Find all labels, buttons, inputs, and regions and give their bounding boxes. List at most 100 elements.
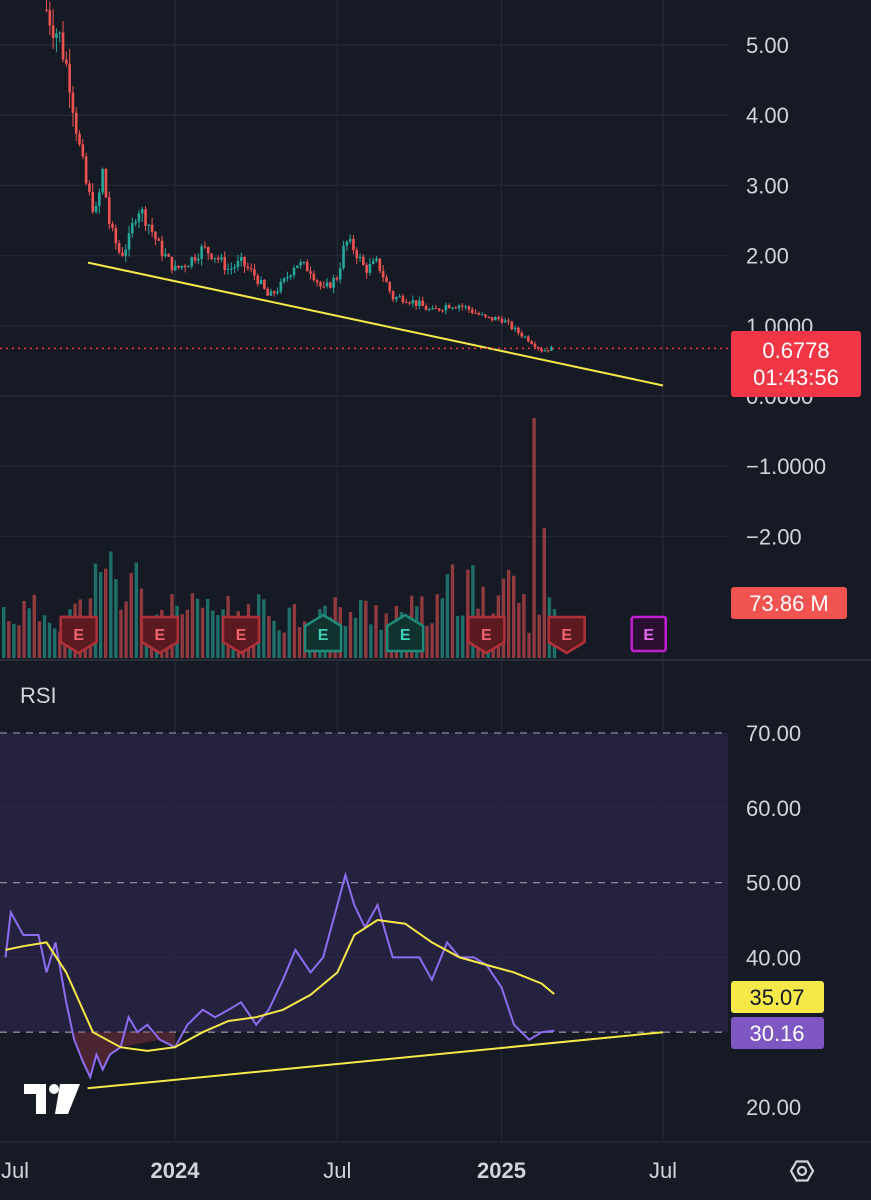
volume-bar xyxy=(58,631,62,658)
earnings-marker[interactable]: E xyxy=(630,615,667,653)
earnings-marker[interactable]: E xyxy=(385,613,425,653)
volume-bar xyxy=(343,626,348,658)
volume-bar xyxy=(216,615,220,658)
candle xyxy=(309,266,312,280)
candle xyxy=(230,262,233,275)
candle xyxy=(180,265,184,271)
rsi-axis[interactable]: 70.00 60.00 50.00 40.00 20.00 xyxy=(746,721,801,1120)
tradingview-logo[interactable] xyxy=(24,1084,80,1114)
candle xyxy=(65,51,68,67)
candle xyxy=(239,252,243,267)
candle xyxy=(206,246,210,260)
candle xyxy=(226,263,230,275)
candle xyxy=(88,180,91,196)
candle xyxy=(256,273,260,287)
candle xyxy=(428,307,431,312)
earnings-marker[interactable]: E xyxy=(140,615,180,655)
candle xyxy=(444,302,448,315)
svg-text:35.07: 35.07 xyxy=(749,985,804,1010)
last-price-badge: 0.6778 01:43:56 xyxy=(731,331,861,397)
candle xyxy=(500,315,504,325)
candle xyxy=(520,330,524,339)
candle xyxy=(325,278,329,289)
time-axis[interactable]: Jul 2024 Jul 2025 Jul xyxy=(1,1158,677,1183)
candle xyxy=(183,263,187,273)
candle xyxy=(345,240,349,252)
candle xyxy=(365,262,368,279)
candle xyxy=(487,316,491,319)
candle xyxy=(305,259,309,272)
volume-bar xyxy=(353,617,358,658)
volume-bar xyxy=(104,568,108,658)
volume-bar xyxy=(22,600,26,658)
candle xyxy=(173,260,177,272)
candle xyxy=(467,305,471,313)
earnings-letter: E xyxy=(154,627,165,644)
candle xyxy=(213,257,217,264)
candle xyxy=(302,261,306,265)
candle xyxy=(480,311,484,316)
price-tick-label: −2.00 xyxy=(746,524,802,549)
candle xyxy=(296,265,299,269)
earnings-letter: E xyxy=(318,627,329,644)
candle xyxy=(484,313,487,319)
volume-bar xyxy=(292,603,297,658)
rsi-tick-label: 70.00 xyxy=(746,721,801,746)
earnings-marker[interactable]: E xyxy=(547,615,586,655)
candle xyxy=(527,335,530,343)
candle xyxy=(74,107,78,142)
candle xyxy=(150,217,154,237)
volume-bar xyxy=(359,599,363,658)
volume-bar xyxy=(537,614,541,658)
time-tick-label: Jul xyxy=(1,1158,29,1183)
rsi-trendline xyxy=(87,1031,664,1090)
candle xyxy=(144,206,147,232)
earnings-letter: E xyxy=(561,627,572,644)
volume-bar xyxy=(17,625,21,658)
candle xyxy=(454,306,458,309)
volume-bar xyxy=(364,600,368,658)
candle xyxy=(292,265,296,279)
earnings-marker[interactable]: E xyxy=(59,615,98,655)
time-tick-label: 2024 xyxy=(151,1158,201,1183)
rsi-title[interactable]: RSI xyxy=(20,683,57,708)
volume-bar xyxy=(466,569,470,658)
candle xyxy=(381,265,385,283)
volume-bar xyxy=(32,594,36,658)
volume-bar xyxy=(267,616,271,658)
candle xyxy=(101,167,104,195)
volume-badge: 73.86 M xyxy=(731,587,847,619)
volume-bar xyxy=(506,569,511,658)
volume-bar xyxy=(277,630,281,658)
candle xyxy=(536,346,540,351)
candle xyxy=(421,296,425,307)
candle xyxy=(134,218,137,227)
volume-bar xyxy=(185,609,189,658)
candle xyxy=(127,226,131,257)
gear-icon[interactable] xyxy=(789,1160,815,1182)
earnings-marker[interactable]: E xyxy=(303,613,343,653)
volume-bar xyxy=(287,607,291,658)
candle xyxy=(289,274,293,281)
volume-bar xyxy=(134,562,138,658)
volume-bar xyxy=(2,607,6,658)
candle xyxy=(223,251,227,275)
rsi-tick-label: 40.00 xyxy=(746,945,801,970)
volume-bar xyxy=(425,625,429,658)
candle xyxy=(490,316,494,323)
volume-bar xyxy=(211,610,215,658)
earnings-marker[interactable]: E xyxy=(467,615,506,655)
time-tick-label: Jul xyxy=(323,1158,351,1183)
volume-bar xyxy=(47,622,52,658)
candle xyxy=(55,28,58,53)
earnings-marker[interactable]: E xyxy=(221,615,261,655)
candle xyxy=(375,256,378,263)
candle xyxy=(355,247,359,265)
candle xyxy=(193,253,197,264)
volume-bar xyxy=(262,599,266,658)
candle xyxy=(319,280,322,290)
volume-bar xyxy=(471,565,475,658)
candle xyxy=(84,152,88,186)
candle xyxy=(167,253,170,258)
candle xyxy=(117,240,121,255)
